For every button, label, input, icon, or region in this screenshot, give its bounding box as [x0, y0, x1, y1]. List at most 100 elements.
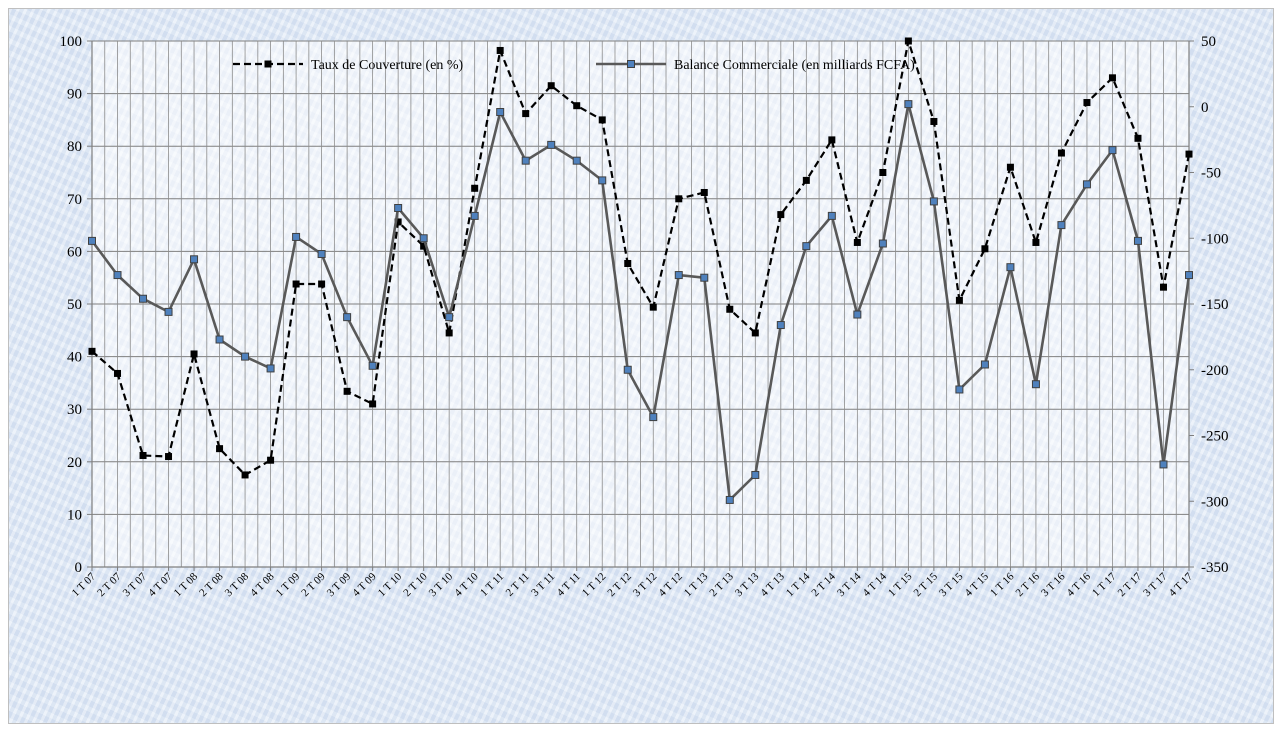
taux-point: [216, 445, 224, 453]
balance-point: [725, 495, 734, 504]
balance-point: [317, 250, 326, 259]
taux-point: [853, 238, 861, 246]
chart-frame: 0 10 20 30 40 50 60 70 80 90 100 -350 -300 -250 -200 -1…: [8, 8, 1274, 724]
balance-point: [445, 313, 454, 322]
x-tick-label: 1 T 10: [376, 570, 405, 599]
taux-point: [726, 305, 734, 313]
x-tick-label: 1 T 12: [580, 571, 609, 600]
left-tick-label: 60: [67, 244, 82, 260]
x-tick-label: 3 T 16: [1039, 570, 1068, 599]
balance-point: [853, 310, 862, 319]
left-tick-label: 50: [67, 297, 82, 313]
x-tick-label: 2 T 12: [605, 571, 634, 600]
x-tick-label: 4 T 16: [1065, 570, 1094, 599]
taux-point: [1057, 149, 1065, 157]
right-tick-label: 0: [1201, 100, 1209, 116]
legend-balance: Balance Commerciale (en milliards FCFA): [596, 58, 915, 73]
taux-point: [420, 242, 428, 250]
right-tick-label: -50: [1201, 166, 1221, 182]
right-tick-label: -200: [1201, 363, 1229, 379]
taux-point: [598, 116, 606, 124]
x-tick-label: 2 T 11: [504, 571, 532, 599]
balance-point: [241, 352, 250, 361]
left-tick-label: 30: [67, 402, 82, 418]
taux-line: [91, 40, 1191, 477]
balance-point: [802, 242, 811, 251]
balance-point: [394, 204, 403, 213]
x-tick-label: 3 T 17: [1141, 570, 1170, 599]
x-tick-label: 1 T 15: [886, 570, 915, 599]
x-tick-label: 2 T 09: [299, 570, 328, 599]
taux-point: [394, 218, 402, 226]
balance-point: [215, 335, 224, 344]
taux-point: [292, 280, 300, 288]
taux-point: [190, 350, 198, 358]
balance-point: [1133, 236, 1142, 245]
taux-point: [369, 400, 377, 408]
balance-point: [980, 360, 989, 369]
legend-taux: Taux de Couverture (en %): [233, 58, 464, 73]
right-tick-label: 50: [1201, 34, 1216, 50]
left-tick-label: 90: [67, 87, 82, 103]
taux-point: [471, 184, 479, 192]
balance-point: [139, 294, 148, 303]
taux-point: [828, 136, 836, 144]
taux-point: [267, 456, 275, 464]
taux-point: [343, 387, 351, 395]
taux-point: [1108, 74, 1116, 82]
x-tick-label: 3 T 12: [631, 571, 660, 600]
balance-line: [90, 103, 1191, 503]
balance-point: [113, 271, 122, 280]
balance-point: [470, 211, 479, 220]
taux-point: [318, 280, 326, 288]
x-tick-label: 4 T 14: [860, 570, 889, 599]
x-tick-label: 2 T 14: [809, 570, 838, 599]
left-tick-label: 100: [60, 34, 83, 50]
left-tick-label: 0: [75, 560, 83, 576]
balance-point: [190, 255, 199, 264]
x-tick-label: 4 T 15: [963, 570, 992, 599]
balance-point: [419, 234, 428, 243]
x-tick-label: 3 T 13: [733, 570, 762, 599]
right-tick-label: -100: [1201, 231, 1229, 247]
balance-point: [343, 313, 352, 322]
balance-point: [700, 273, 709, 282]
balance-point: [1159, 460, 1168, 469]
x-tick-label: 2 T 16: [1014, 570, 1043, 599]
x-tick-label: 1 T 08: [172, 570, 201, 599]
taux-point: [88, 347, 96, 355]
taux-point: [802, 176, 810, 184]
x-tick-label: 3 T 14: [835, 570, 864, 599]
taux-point: [1006, 163, 1014, 171]
balance-point: [776, 321, 785, 330]
x-tick-label: 3 T 11: [529, 571, 557, 599]
balance-point: [1057, 221, 1066, 230]
left-tick-label: 70: [67, 192, 82, 208]
right-tick-label: -150: [1201, 297, 1229, 313]
legend-taux-marker-sample: [264, 60, 272, 68]
x-tick-label: 4 T 09: [350, 570, 379, 599]
left-tick-label: 20: [67, 455, 82, 471]
taux-point: [700, 188, 708, 196]
taux-point: [445, 329, 453, 337]
taux-point: [114, 369, 122, 377]
x-tick-label: 2 T 13: [707, 570, 736, 599]
balance-point: [929, 197, 938, 206]
balance-point: [827, 211, 836, 220]
x-tick-label: 4 T 08: [248, 570, 277, 599]
balance-point: [368, 361, 377, 370]
x-tick-label: 1 T 13: [682, 570, 711, 599]
balance-point: [1185, 271, 1193, 280]
taux-point: [879, 169, 887, 176]
balance-point: [521, 156, 530, 165]
balance-point: [598, 176, 607, 185]
x-tick-label: 1 T 16: [988, 570, 1017, 599]
x-tick-label: 2 T 15: [911, 570, 940, 599]
x-tick-label: 3 T 09: [325, 570, 354, 599]
taux-point: [1134, 134, 1142, 142]
balance-point: [1082, 180, 1091, 189]
x-tick-label: 1 T 17: [1090, 570, 1119, 599]
taux-point: [624, 259, 632, 267]
balance-point: [751, 470, 760, 479]
balance-point: [1108, 146, 1117, 155]
